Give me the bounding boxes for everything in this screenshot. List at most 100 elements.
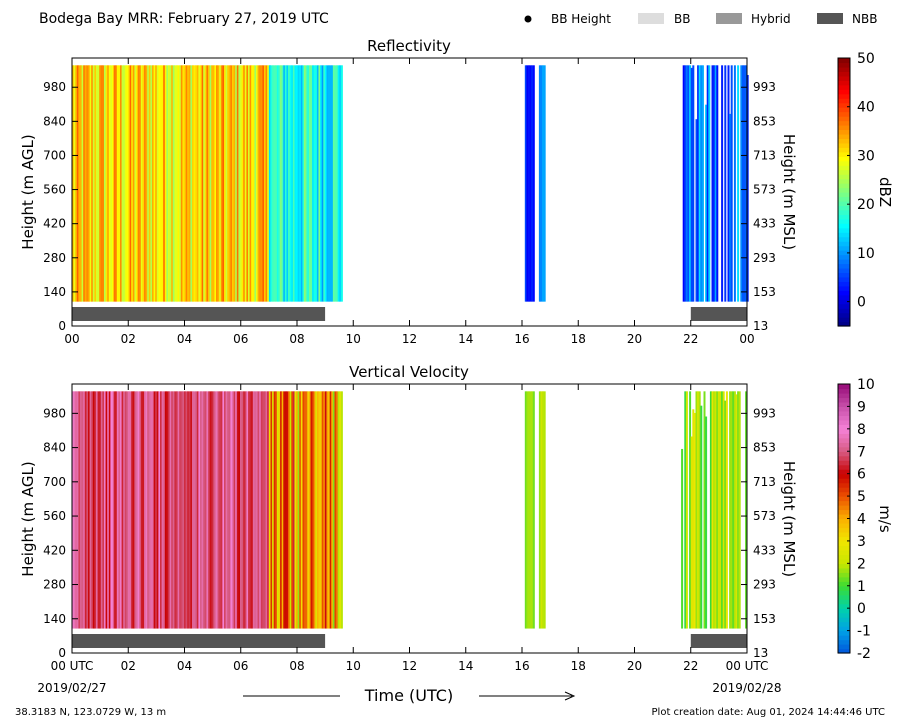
data-strip bbox=[315, 391, 318, 629]
data-strip bbox=[108, 391, 111, 629]
data-strip bbox=[316, 391, 319, 629]
colorbar-segment bbox=[838, 236, 850, 242]
data-strip bbox=[310, 65, 313, 302]
x-tick-label: 02 bbox=[121, 659, 136, 673]
colorbar-segment bbox=[838, 102, 850, 108]
y2-tick-label: 153 bbox=[753, 285, 776, 299]
data-strip bbox=[238, 65, 241, 302]
colorbar-tick-label: 6 bbox=[857, 467, 866, 483]
data-strip bbox=[730, 391, 733, 629]
location-text: 38.3183 N, 123.0729 W, 13 m bbox=[15, 707, 166, 718]
data-strip bbox=[123, 65, 126, 302]
colorbar-segment bbox=[838, 299, 850, 305]
data-strip bbox=[745, 65, 748, 302]
data-strip bbox=[729, 113, 732, 302]
colorbar-segment bbox=[838, 455, 850, 461]
data-strip bbox=[209, 391, 212, 629]
colorbar-segment bbox=[838, 192, 850, 198]
x-tick-label: 08 bbox=[289, 659, 304, 673]
colorbar-tick-label: -2 bbox=[857, 646, 871, 662]
data-strip bbox=[73, 391, 76, 629]
data-strip bbox=[254, 65, 257, 302]
y-tick-label: 420 bbox=[43, 543, 66, 557]
colorbar-frame bbox=[837, 57, 851, 327]
data-strip bbox=[299, 391, 302, 629]
data-strip bbox=[134, 65, 137, 302]
data-strip bbox=[283, 391, 286, 629]
colorbar-segment bbox=[838, 419, 850, 425]
data-strip bbox=[289, 391, 292, 629]
data-strip bbox=[733, 65, 736, 302]
data-strip bbox=[308, 391, 311, 629]
data-strip bbox=[684, 391, 687, 629]
data-strip bbox=[115, 391, 118, 629]
data-strip bbox=[182, 391, 185, 629]
data-strip bbox=[276, 65, 279, 302]
data-strip bbox=[729, 391, 732, 629]
data-strip bbox=[324, 65, 327, 302]
data-strip bbox=[318, 65, 321, 302]
data-strip bbox=[272, 391, 275, 629]
data-strip bbox=[131, 391, 134, 629]
data-strip bbox=[240, 391, 242, 629]
data-strip bbox=[206, 391, 209, 629]
data-strip bbox=[121, 391, 124, 629]
data-strip bbox=[190, 65, 193, 302]
data-strip bbox=[174, 391, 177, 629]
colorbar-segment bbox=[838, 576, 850, 582]
data-strip bbox=[113, 391, 116, 629]
colorbar-segment bbox=[838, 505, 850, 511]
data-strip bbox=[300, 65, 303, 302]
data-strip bbox=[538, 65, 541, 302]
data-strip bbox=[217, 391, 220, 629]
y2-tick-label: 853 bbox=[753, 441, 776, 455]
data-strip bbox=[297, 65, 300, 302]
data-strip bbox=[294, 391, 297, 629]
colorbar-segment bbox=[838, 294, 850, 300]
data-strip bbox=[243, 65, 246, 302]
data-strip bbox=[272, 65, 275, 302]
data-strip bbox=[336, 65, 339, 302]
data-strip bbox=[100, 391, 103, 629]
data-strip bbox=[302, 391, 305, 629]
x-tick-label: 18 bbox=[571, 659, 586, 673]
colorbar-tick-label: 7 bbox=[857, 444, 866, 460]
bb-legend-swatch bbox=[638, 13, 664, 24]
data-strip bbox=[240, 65, 242, 302]
legend-label-hybrid: Hybrid bbox=[751, 12, 791, 26]
chart-title: Bodega Bay MRR: February 27, 2019 UTC bbox=[39, 11, 329, 27]
data-strip bbox=[193, 65, 196, 302]
x-tick-label: 00 bbox=[64, 332, 79, 346]
data-strip bbox=[72, 65, 74, 302]
data-strip bbox=[682, 65, 685, 302]
colorbar-segment bbox=[838, 464, 850, 470]
data-strip bbox=[684, 65, 687, 302]
colorbar-segment bbox=[838, 554, 850, 560]
data-strip bbox=[91, 65, 94, 302]
data-strip bbox=[248, 391, 250, 629]
data-strip bbox=[129, 65, 132, 302]
data-strip bbox=[738, 391, 741, 629]
colorbar-segment bbox=[838, 308, 850, 314]
data-strip bbox=[99, 65, 102, 302]
data-strip bbox=[717, 391, 720, 629]
data-strip bbox=[204, 65, 207, 302]
data-strip bbox=[124, 391, 127, 629]
data-strip bbox=[526, 65, 529, 302]
data-strip bbox=[529, 65, 532, 302]
data-strip bbox=[233, 65, 236, 302]
data-strip bbox=[278, 391, 281, 629]
nbb-bar bbox=[690, 307, 748, 321]
data-strip bbox=[88, 65, 90, 302]
data-strip bbox=[177, 65, 180, 302]
data-strip bbox=[136, 391, 138, 629]
y-tick-label: 0 bbox=[58, 319, 66, 333]
data-strip bbox=[161, 391, 164, 629]
y-tick-label: 840 bbox=[43, 114, 66, 128]
data-strip bbox=[92, 65, 95, 302]
data-strip bbox=[196, 65, 199, 302]
data-strip bbox=[690, 436, 693, 629]
x-tick-label: 08 bbox=[289, 332, 304, 346]
data-strip bbox=[169, 65, 172, 302]
data-strip bbox=[716, 65, 719, 302]
